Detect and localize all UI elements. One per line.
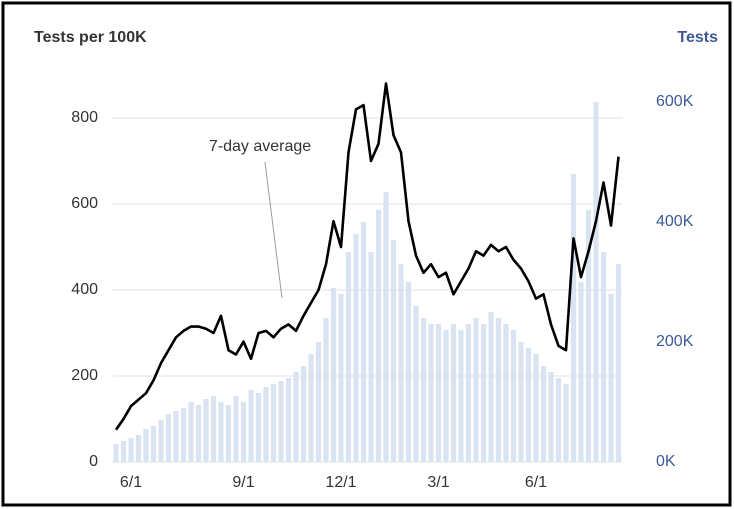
y2-tick-label: 200K [656,333,694,350]
bar [135,435,142,462]
bar [248,390,254,462]
bar [263,387,269,462]
bar [570,174,577,462]
y2-axis-title: Tests [677,29,718,46]
x-tick-label: 6/1 [525,474,547,491]
bar [510,330,517,462]
bar [278,381,284,462]
bar [533,354,539,462]
bar [165,414,172,462]
bar [413,306,419,462]
bar [203,399,209,462]
y-tick-label: 0 [89,453,98,470]
bar [488,312,494,462]
bar [548,372,554,462]
x-tick-label: 3/1 [427,474,449,491]
bar [113,444,119,462]
bar [120,441,127,462]
bar [443,330,449,462]
y2-tick-label: 600K [656,93,694,110]
bar [390,240,397,462]
bar [473,318,479,462]
bar [518,342,524,462]
bar [458,330,464,462]
bar [555,378,562,462]
bar [593,102,599,462]
y-tick-label: 400 [71,281,98,298]
y-tick-label: 800 [71,109,98,126]
bar [578,282,584,462]
x-tick-label: 12/1 [325,474,356,491]
bar [360,222,367,462]
bar [375,210,382,462]
bar [255,393,262,462]
bar [308,354,314,462]
annotation: 7-day average [209,138,311,155]
bar [158,420,164,462]
bar [225,405,232,462]
bar [383,192,389,462]
bar [210,396,217,462]
bar [398,264,404,462]
y-axis-title: Tests per 100K [34,29,147,46]
bar [450,324,457,462]
bar [585,210,592,462]
bar [465,324,472,462]
bar [150,426,157,462]
bar [330,288,337,462]
bar [480,324,487,462]
bar [195,405,202,462]
bar [188,402,194,462]
x-tick-label: 9/1 [232,474,254,491]
bar [525,348,532,462]
y2-tick-label: 0K [656,453,676,470]
bar [323,318,329,462]
bar [240,402,247,462]
bar [600,252,607,462]
bar [608,294,614,462]
line [114,82,620,431]
bar [233,396,239,462]
bar [285,378,292,462]
bar [495,318,502,462]
bar [173,411,179,462]
bar [345,252,352,462]
bar [293,372,299,462]
bar [428,324,434,462]
y-tick-label: 600 [71,195,98,212]
bar [180,408,187,462]
bar [338,294,344,462]
bar [300,366,307,462]
bar [615,264,622,462]
bar [353,234,359,462]
bar [420,318,427,462]
bar [503,324,509,462]
bar [143,429,149,462]
bar [435,324,442,462]
annotation-pointer [264,161,283,299]
bar [218,402,224,462]
y2-tick-label: 400K [656,213,694,230]
bar [540,366,547,462]
x-tick-label: 6/1 [120,474,142,491]
bar [315,342,322,462]
bar [128,438,134,462]
bar [405,282,412,462]
y-tick-label: 200 [71,367,98,384]
bar [563,384,569,462]
bar [270,384,277,462]
bar [368,252,374,462]
